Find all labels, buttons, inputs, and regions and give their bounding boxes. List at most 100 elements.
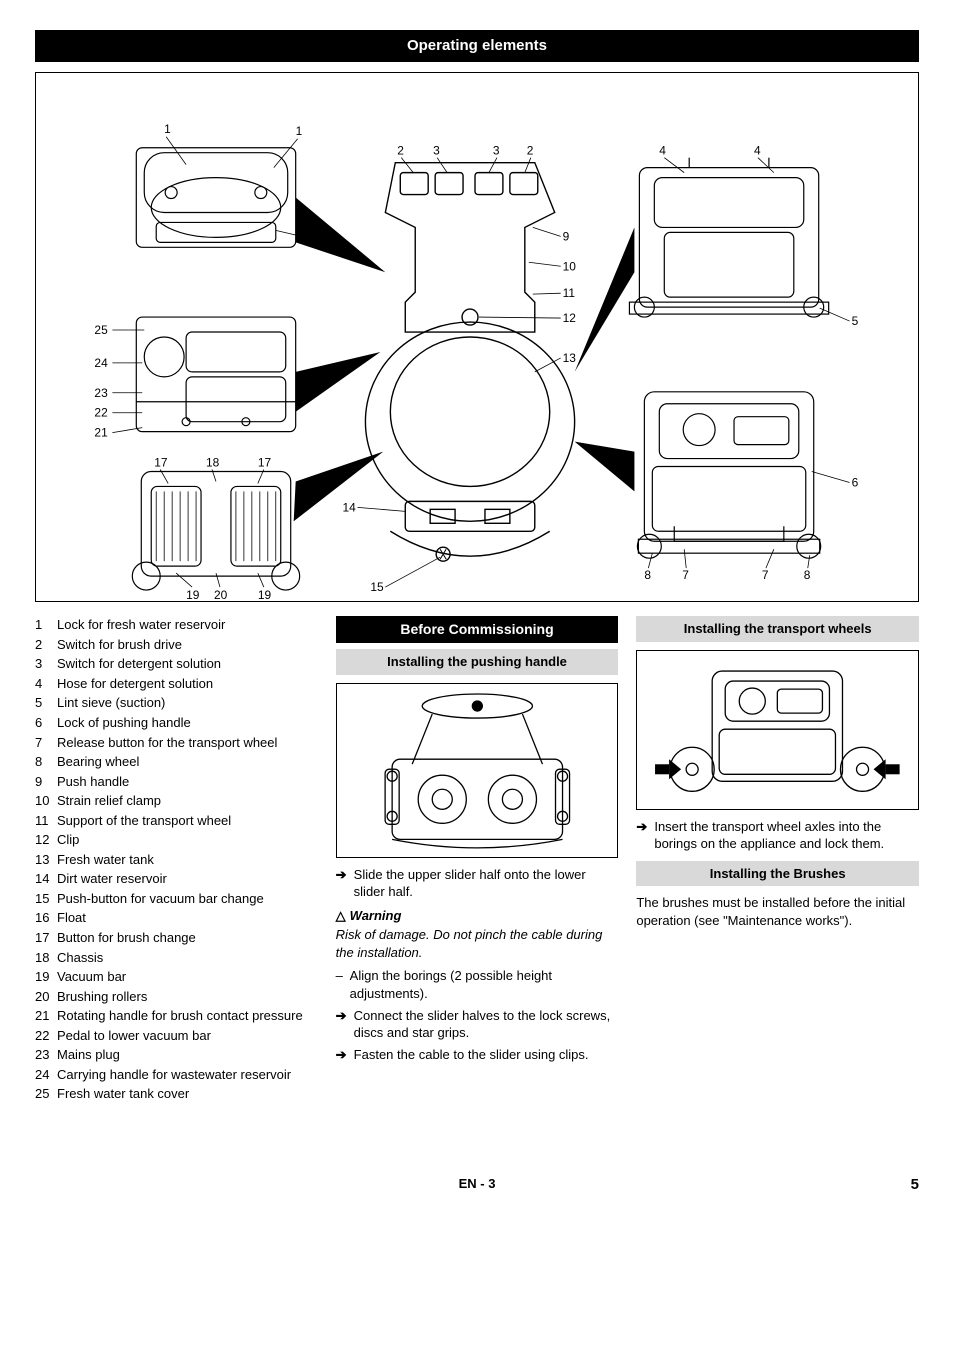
legend-number: 20 — [35, 988, 57, 1006]
legend-text: Fresh water tank cover — [57, 1085, 189, 1103]
legend-number: 5 — [35, 694, 57, 712]
legend-number: 17 — [35, 929, 57, 947]
svg-text:6: 6 — [852, 476, 859, 490]
subsection-brushes: Installing the Brushes — [636, 861, 919, 887]
legend-item: 18Chassis — [35, 949, 318, 967]
legend-text: Mains plug — [57, 1046, 120, 1064]
section-before-commissioning: Before Commissioning — [336, 616, 619, 643]
legend-text: Rotating handle for brush contact pressu… — [57, 1007, 303, 1025]
svg-text:24: 24 — [94, 356, 108, 370]
legend-item: 24Carrying handle for wastewater reservo… — [35, 1066, 318, 1084]
legend-item: 11Support of the transport wheel — [35, 812, 318, 830]
svg-text:17: 17 — [154, 456, 168, 470]
legend-text: Lock of pushing handle — [57, 714, 191, 732]
legend-number: 3 — [35, 655, 57, 673]
section-banner: Operating elements — [35, 30, 919, 62]
content-columns: 1Lock for fresh water reservoir2Switch f… — [35, 616, 919, 1105]
svg-text:10: 10 — [563, 260, 577, 274]
legend-text: Push-button for vacuum bar change — [57, 890, 264, 908]
legend-item: 13Fresh water tank — [35, 851, 318, 869]
step-text: Insert the transport wheel axles into th… — [654, 818, 919, 853]
legend-column: 1Lock for fresh water reservoir2Switch f… — [35, 616, 318, 1105]
legend-text: Lock for fresh water reservoir — [57, 616, 225, 634]
svg-text:3: 3 — [493, 144, 500, 158]
step-connect-halves: ➔ Connect the slider halves to the lock … — [336, 1007, 619, 1042]
legend-item: 15Push-button for vacuum bar change — [35, 890, 318, 908]
legend-text: Chassis — [57, 949, 103, 967]
svg-text:9: 9 — [563, 230, 570, 244]
step-text: Connect the slider halves to the lock sc… — [354, 1007, 619, 1042]
legend-number: 21 — [35, 1007, 57, 1025]
legend-number: 25 — [35, 1085, 57, 1103]
installing-column: Installing the transport wheels — [636, 616, 919, 935]
pushing-handle-illustration — [336, 683, 619, 858]
svg-text:11: 11 — [563, 286, 576, 300]
step-insert-axles: ➔ Insert the transport wheel axles into … — [636, 818, 919, 853]
svg-text:3: 3 — [433, 144, 440, 158]
svg-text:14: 14 — [343, 501, 357, 515]
legend-item: 8Bearing wheel — [35, 753, 318, 771]
legend-item: 6Lock of pushing handle — [35, 714, 318, 732]
legend-number: 15 — [35, 890, 57, 908]
svg-text:4: 4 — [659, 144, 666, 158]
legend-item: 1Lock for fresh water reservoir — [35, 616, 318, 634]
legend-text: Hose for detergent solution — [57, 675, 213, 693]
legend-text: Float — [57, 909, 86, 927]
legend-text: Strain relief clamp — [57, 792, 161, 810]
legend-item: 19Vacuum bar — [35, 968, 318, 986]
footer-center: EN - 3 — [35, 1175, 919, 1193]
legend-number: 2 — [35, 636, 57, 654]
warning-text: Risk of damage. Do not pinch the cable d… — [336, 926, 619, 961]
svg-text:7: 7 — [762, 568, 769, 582]
svg-text:19: 19 — [186, 588, 200, 601]
legend-text: Brushing rollers — [57, 988, 147, 1006]
legend-item: 22Pedal to lower vacuum bar — [35, 1027, 318, 1045]
legend-item: 2Switch for brush drive — [35, 636, 318, 654]
legend-item: 7Release button for the transport wheel — [35, 734, 318, 752]
legend-text: Bearing wheel — [57, 753, 139, 771]
legend-item: 14Dirt water reservoir — [35, 870, 318, 888]
legend-item: 4Hose for detergent solution — [35, 675, 318, 693]
legend-item: 17Button for brush change — [35, 929, 318, 947]
svg-text:15: 15 — [370, 580, 384, 594]
footer-local-page: 3 — [488, 1176, 495, 1191]
legend-item: 16Float — [35, 909, 318, 927]
legend-text: Support of the transport wheel — [57, 812, 231, 830]
legend-number: 4 — [35, 675, 57, 693]
arrow-icon: ➔ — [336, 1007, 354, 1042]
operating-elements-diagram: 1 1 16 25 24 23 22 21 — [35, 72, 919, 602]
legend-item: 25Fresh water tank cover — [35, 1085, 318, 1103]
legend-text: Switch for brush drive — [57, 636, 182, 654]
footer-page-number: 5 — [911, 1175, 919, 1195]
legend-number: 16 — [35, 909, 57, 927]
legend-number: 12 — [35, 831, 57, 849]
legend-number: 18 — [35, 949, 57, 967]
step-fasten-cable: ➔ Fasten the cable to the slider using c… — [336, 1046, 619, 1064]
subsection-transport-wheels: Installing the transport wheels — [636, 616, 919, 642]
brushes-paragraph: The brushes must be installed before the… — [636, 894, 919, 929]
legend-number: 13 — [35, 851, 57, 869]
footer-lang: EN — [459, 1176, 477, 1191]
svg-text:8: 8 — [644, 568, 651, 582]
arrow-icon: ➔ — [636, 818, 654, 853]
legend-number: 14 — [35, 870, 57, 888]
step-text: Fasten the cable to the slider using cli… — [354, 1046, 589, 1064]
legend-text: Dirt water reservoir — [57, 870, 167, 888]
arrow-icon: ➔ — [336, 866, 354, 901]
svg-text:5: 5 — [852, 314, 859, 328]
svg-text:1: 1 — [164, 122, 171, 136]
svg-text:19: 19 — [258, 588, 272, 601]
transport-wheels-illustration — [636, 650, 919, 810]
legend-text: Button for brush change — [57, 929, 196, 947]
legend-item: 10Strain relief clamp — [35, 792, 318, 810]
substep-align-borings: – Align the borings (2 possible height a… — [336, 967, 619, 1002]
legend-text: Lint sieve (suction) — [57, 694, 165, 712]
legend-number: 10 — [35, 792, 57, 810]
legend-text: Carrying handle for wastewater reservoir — [57, 1066, 291, 1084]
svg-text:20: 20 — [214, 588, 228, 601]
svg-text:13: 13 — [563, 351, 577, 365]
svg-text:4: 4 — [754, 144, 761, 158]
legend-number: 6 — [35, 714, 57, 732]
legend-number: 1 — [35, 616, 57, 634]
legend-number: 7 — [35, 734, 57, 752]
